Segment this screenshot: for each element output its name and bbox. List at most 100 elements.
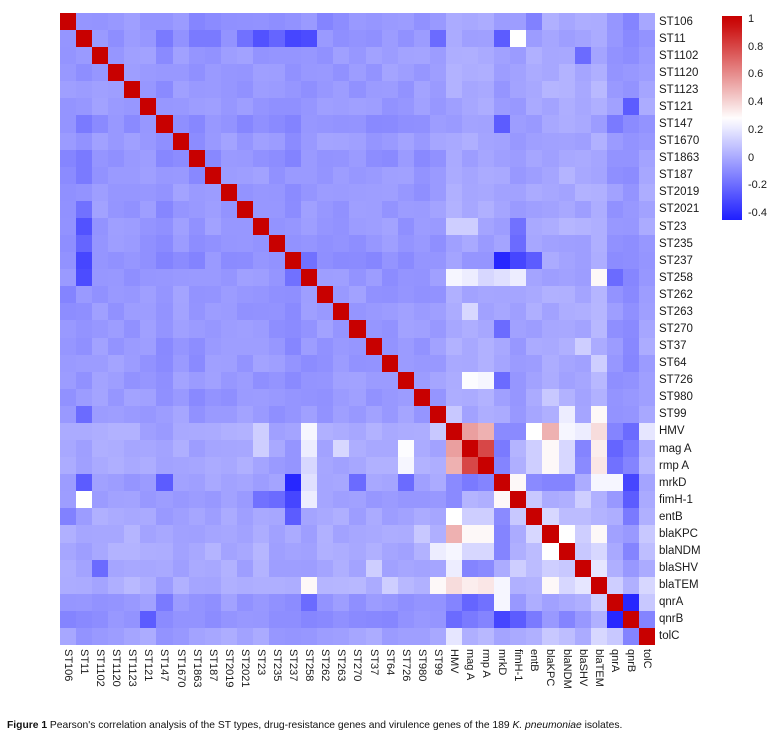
heatmap-cell [526,64,543,82]
heatmap-cell [156,200,173,218]
heatmap-cell [92,217,109,236]
heatmap-cell [60,457,77,475]
heatmap-cell [301,371,318,389]
heatmap-cell [638,13,655,31]
heatmap-cell [413,200,430,218]
heatmap-cell [397,371,414,389]
heatmap-cell [381,388,398,406]
heatmap-cell [285,593,302,611]
heatmap-cell [494,337,511,355]
heatmap-cell [494,593,511,611]
heatmap-cell [574,440,591,458]
heatmap-cell [236,354,253,372]
heatmap-cell [60,13,77,31]
heatmap-cell [381,183,398,201]
heatmap-cell [574,388,591,406]
heatmap-cell [301,491,318,509]
heatmap-cell [510,627,527,645]
heatmap-cell [140,149,157,167]
heatmap-cell [638,64,655,82]
heatmap-cell [220,508,237,526]
heatmap-cell [622,269,639,287]
heatmap-cell [269,610,286,628]
heatmap-cell [365,286,382,304]
heatmap-cell [76,252,93,270]
heatmap-cell [542,132,559,150]
heatmap-cell [285,542,302,560]
heatmap-cell [510,166,527,184]
heatmap-cell [381,47,398,65]
heatmap-cell [60,610,77,628]
heatmap-cell [188,422,205,441]
heatmap-cell [301,457,318,475]
heatmap-cell [76,132,93,150]
heatmap-cell [622,64,639,82]
heatmap-cell [220,217,237,236]
heatmap-cell [478,98,495,116]
heatmap-cell [574,559,591,577]
heatmap-cell [462,132,479,150]
heatmap-cell [478,30,495,48]
heatmap-cell [76,115,93,133]
heatmap-cell [317,525,334,543]
heatmap-cell [606,269,623,287]
heatmap-cell [76,149,93,167]
heatmap-cell [60,593,77,611]
heatmap-cell [108,371,125,389]
heatmap-cell [252,183,270,201]
heatmap-cell [526,217,543,236]
heatmap-cell [301,235,318,253]
heatmap-cell [156,610,173,628]
heatmap-cell [236,166,253,184]
heatmap-cell [333,610,350,628]
heatmap-cell [285,388,302,406]
heatmap-cell [204,440,221,458]
heatmap-cell [76,13,93,31]
heatmap-cell [638,337,655,355]
heatmap-cell [397,627,414,645]
heatmap-cell [92,166,109,184]
heatmap-cell [365,559,382,577]
heatmap-cell [92,610,109,628]
heatmap-cell [429,132,446,150]
heatmap-cell [590,610,607,628]
heatmap-cell [333,371,350,389]
heatmap-cell [590,269,607,287]
heatmap-cell [317,610,334,628]
heatmap-cell [365,405,382,423]
heatmap-cell [590,593,607,611]
heatmap-cell [429,593,446,611]
heatmap-cell [445,47,463,65]
heatmap-cell [236,508,253,526]
heatmap-cell [622,422,639,441]
heatmap-cell [638,81,655,99]
col-label: blaSHV [576,649,589,687]
heatmap-cell [124,542,141,560]
heatmap-cell [526,286,543,304]
heatmap-cell [204,64,221,82]
heatmap-cell [413,303,430,321]
heatmap-cell [236,388,253,406]
heatmap-cell [494,13,511,31]
heatmap-cell [445,593,463,611]
heatmap-cell [526,525,543,543]
heatmap-cell [413,132,430,150]
heatmap-cell [252,303,270,321]
caption-species-name: K. pneumoniae [512,720,582,731]
heatmap-cell [124,217,141,236]
heatmap-cell [156,474,173,492]
heatmap-cell [285,576,302,594]
heatmap-cell [574,183,591,201]
heatmap-cell [542,542,559,560]
heatmap-cell [76,81,93,99]
heatmap-cell [188,98,205,116]
heatmap-cell [429,440,446,458]
colorbar-tick-label: 0.6 [748,68,764,81]
heatmap-cell [76,371,93,389]
heatmap-cell [413,269,430,287]
heatmap-cell [365,81,382,99]
heatmap-cell [220,200,237,218]
heatmap-cell [365,303,382,321]
heatmap-cell [590,200,607,218]
heatmap-cell [397,115,414,133]
